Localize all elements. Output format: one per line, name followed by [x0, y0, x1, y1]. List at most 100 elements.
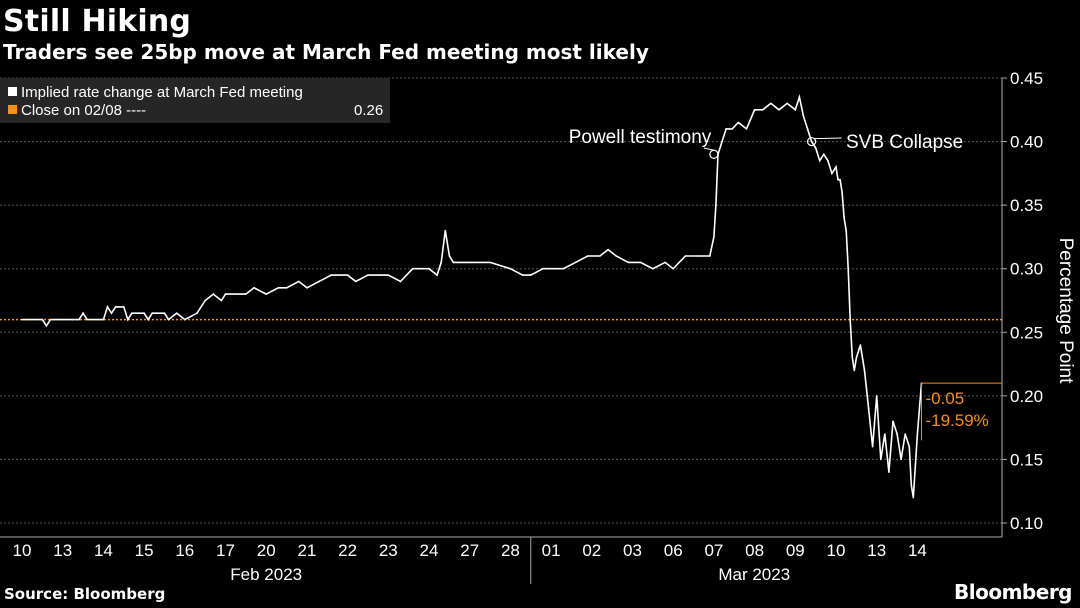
data-point [892, 420, 894, 423]
svb-label: SVB Collapse [846, 132, 963, 153]
y-tick-label-7: 0.45 [1010, 69, 1043, 88]
data-point [212, 293, 215, 295]
data-point [285, 286, 288, 289]
data-point [715, 204, 717, 206]
axes-group: 0.10 0.15 0.20 0.25 0.30 0.35 0.40 0.45 Percenta… [0, 69, 1076, 584]
data-point [122, 306, 125, 308]
data-point [82, 312, 84, 315]
data-point [806, 128, 809, 130]
data-point [753, 108, 756, 111]
data-point [346, 274, 349, 276]
x-tick-label-3: 15 [135, 541, 154, 560]
y-tick-label-6: 0.40 [1010, 133, 1043, 152]
legend-series-label: Implied rate change at March Fed meeting [21, 84, 303, 101]
data-point [855, 356, 858, 359]
data-point [265, 293, 268, 295]
data-point [672, 267, 674, 270]
x-tick-label-2: 14 [94, 541, 113, 560]
data-point [509, 267, 512, 270]
data-point [468, 261, 471, 264]
data-point [521, 274, 524, 276]
data-point [452, 261, 455, 264]
change-pct-label: -19.59% [925, 411, 988, 430]
data-point [224, 293, 227, 295]
data-point [411, 267, 414, 270]
y-tick-label-2: 0.20 [1010, 387, 1043, 406]
source-note: Source: Bloomberg [4, 585, 166, 603]
series-group [21, 93, 923, 499]
data-point [151, 312, 154, 315]
data-point [131, 312, 133, 315]
data-point [849, 318, 852, 321]
data-point [428, 267, 430, 270]
x-group-label-mar: Mar 2023 [718, 565, 790, 584]
data-point [912, 496, 915, 499]
data-point [802, 115, 805, 117]
data-point [387, 274, 390, 276]
powell-marker [709, 149, 719, 159]
y-tick-label-3: 0.25 [1010, 323, 1043, 342]
data-point [277, 286, 280, 289]
data-point [709, 255, 711, 257]
data-point [444, 229, 447, 232]
data-point [318, 280, 320, 283]
data-point [639, 261, 642, 264]
x-tick-label-11: 27 [460, 541, 479, 560]
data-point [586, 255, 589, 257]
powell-leader [703, 147, 715, 151]
legend-reference-value: 0.26 [354, 102, 384, 119]
x-tick-label-14: 02 [582, 541, 601, 560]
data-point [863, 369, 866, 372]
data-point [845, 229, 847, 232]
data-point [448, 255, 451, 257]
y-tick-label-0: 0.10 [1010, 514, 1043, 533]
y-tick-label-5: 0.35 [1010, 196, 1043, 215]
x-tick-label-19: 09 [786, 541, 805, 560]
data-point [839, 178, 841, 181]
data-point [910, 484, 913, 486]
data-point [851, 356, 854, 359]
data-point [41, 318, 44, 321]
x-tick-label-5: 17 [216, 541, 235, 560]
data-point [831, 172, 833, 175]
data-point [61, 318, 64, 321]
data-point [53, 318, 56, 321]
x-tick-label-9: 23 [379, 541, 398, 560]
data-point [354, 280, 357, 283]
data-point [110, 312, 113, 315]
data-point [245, 293, 247, 295]
data-point [798, 96, 801, 98]
data-point [822, 153, 825, 156]
y-axis-title: Percentage Point [1055, 238, 1076, 384]
data-point [627, 261, 630, 264]
data-point [460, 261, 463, 264]
data-point [196, 312, 198, 315]
data-point [810, 140, 813, 143]
powell-label: Powell testimony [569, 127, 712, 148]
legend-reference-swatch [8, 105, 17, 114]
data-point [696, 255, 699, 257]
data-point [489, 261, 491, 264]
data-point [367, 274, 369, 276]
data-point [147, 318, 149, 321]
data-point [786, 102, 788, 105]
data-point [745, 128, 748, 130]
data-point [778, 108, 780, 111]
data-point [184, 318, 186, 321]
data-point [837, 178, 839, 181]
data-point [896, 433, 898, 435]
change-value-label: -0.05 [925, 389, 964, 408]
data-point [908, 445, 911, 448]
data-point [867, 407, 870, 410]
data-point [853, 369, 856, 372]
data-point [664, 261, 666, 264]
data-point [652, 267, 654, 270]
data-point [399, 280, 402, 283]
data-point [713, 236, 715, 238]
svb-leader [814, 137, 842, 140]
annotations-group: -0.05 -19.59% Powell testimony SVB Collapse [569, 127, 1002, 441]
data-point [841, 191, 843, 194]
data-point [871, 445, 874, 448]
data-point [436, 274, 438, 276]
data-point [49, 318, 52, 321]
